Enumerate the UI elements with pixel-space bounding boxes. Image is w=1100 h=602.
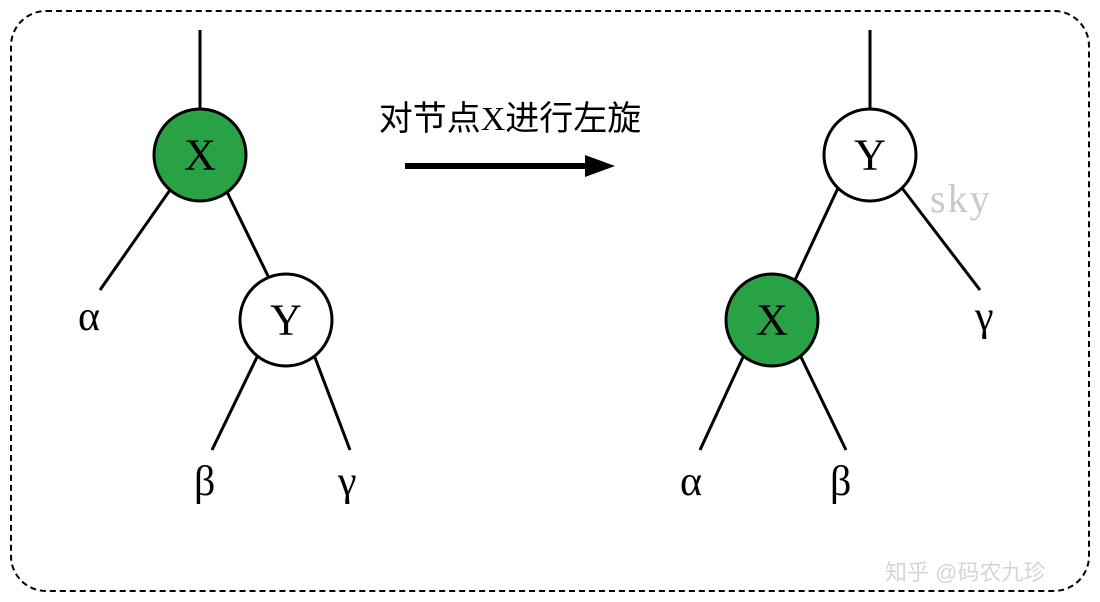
watermark-sky: sky <box>930 175 992 222</box>
watermark-zhihu: 知乎 @码农九珍 <box>885 555 1045 587</box>
dashed-border-frame <box>10 10 1090 592</box>
